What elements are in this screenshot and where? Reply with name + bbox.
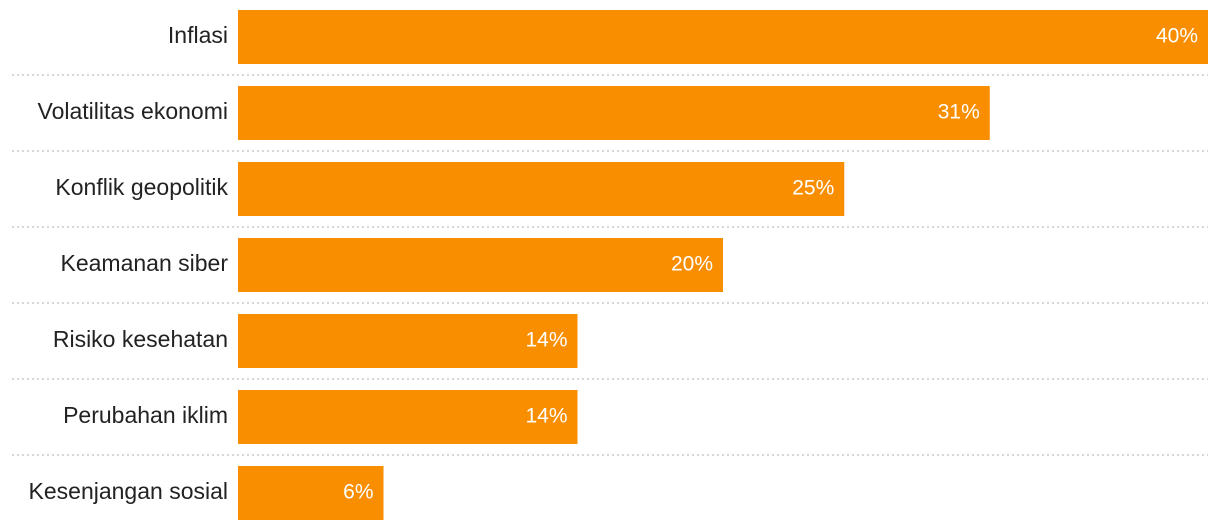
category-label-1: Volatilitas ekonomi — [38, 98, 229, 124]
category-labels: Inflasi Volatilitas ekonomi Konflik geopol… — [29, 22, 229, 504]
bar-3 — [238, 238, 723, 292]
value-label-4: 14% — [525, 329, 567, 352]
bar-6 — [238, 466, 384, 520]
bar-0 — [238, 10, 1208, 64]
category-label-4: Risiko kesehatan — [53, 326, 228, 352]
value-label-5: 14% — [525, 405, 567, 428]
value-label-3: 20% — [671, 253, 713, 276]
value-label-1: 31% — [938, 101, 980, 124]
category-label-6: Kesenjangan sosial — [29, 478, 228, 504]
bar-4 — [238, 314, 578, 368]
value-labels: 40% 31% 25% 20% 14% 14% 6% — [343, 25, 1198, 504]
bars-group — [238, 10, 1208, 520]
category-label-0: Inflasi — [168, 22, 228, 48]
value-label-0: 40% — [1156, 25, 1198, 48]
category-label-2: Konflik geopolitik — [55, 174, 228, 200]
row-dividers — [12, 74, 1208, 456]
value-label-6: 6% — [343, 481, 373, 504]
category-label-5: Perubahan iklim — [63, 402, 228, 428]
bar-1 — [238, 86, 990, 140]
category-label-3: Keamanan siber — [61, 250, 229, 276]
bar-5 — [238, 390, 578, 444]
bar-2 — [238, 162, 845, 216]
value-label-2: 25% — [792, 177, 834, 200]
